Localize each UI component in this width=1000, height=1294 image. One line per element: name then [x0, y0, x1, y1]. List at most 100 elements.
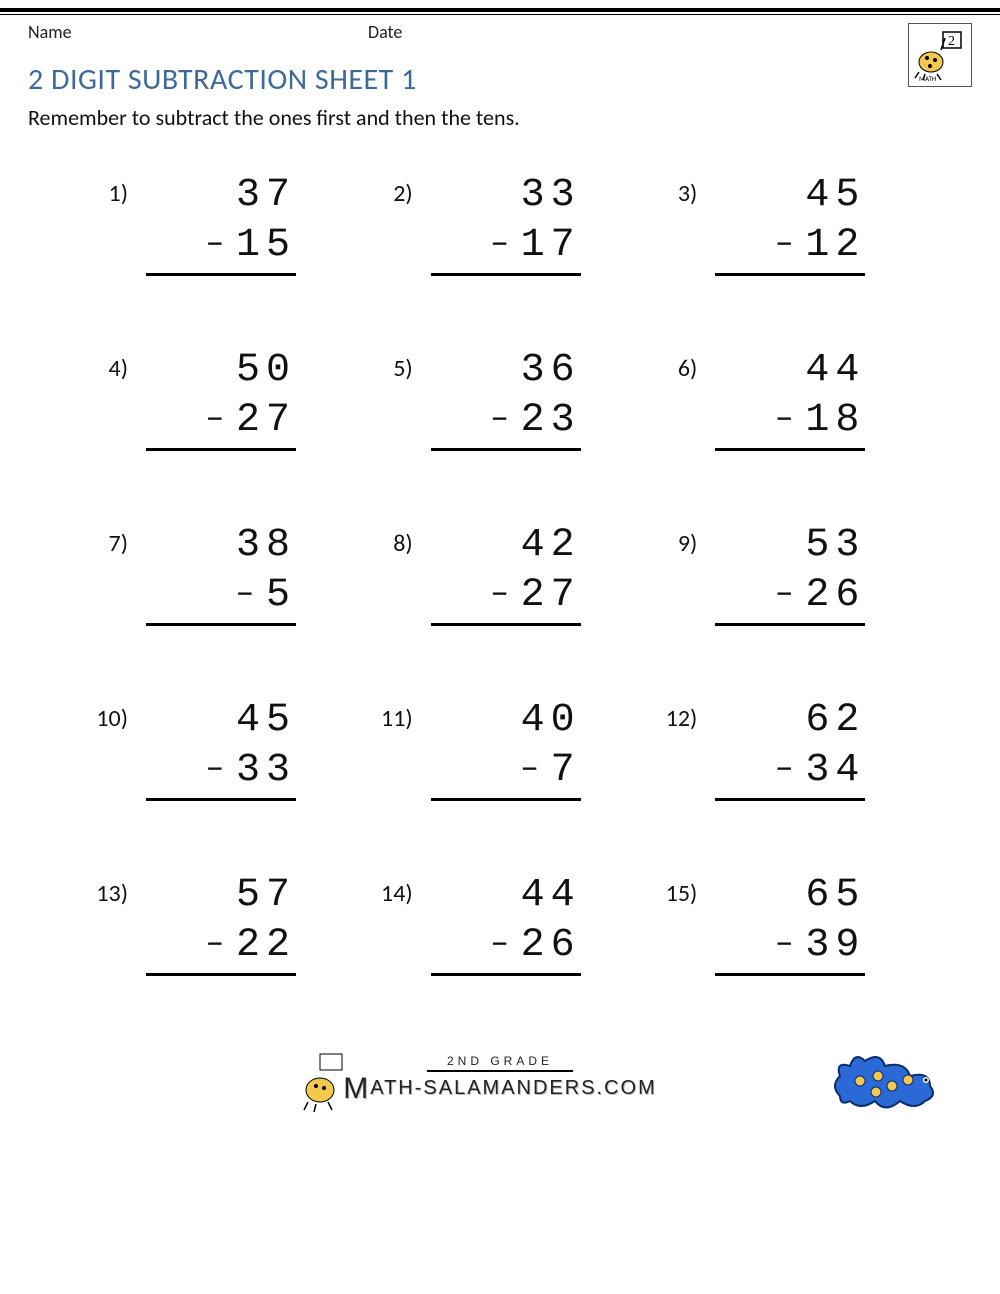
subtrahend: 33 [236, 746, 296, 796]
minuend: 45 [146, 696, 296, 746]
subtraction-problem: 4) 50−27 [88, 346, 363, 451]
problem-stack: 38−5 [146, 521, 296, 626]
problem-number: 11) [373, 696, 413, 733]
problem-number: 2) [373, 171, 413, 208]
subtraction-problem: 9) 53−26 [657, 521, 932, 626]
minus-sign: − [206, 921, 224, 966]
subtrahend-row: −39 [715, 921, 865, 971]
subtraction-problem: 11) 40−7 [373, 696, 648, 801]
answer-rule [715, 798, 865, 801]
problem-stack: 44−18 [715, 346, 865, 451]
answer-rule [146, 623, 296, 626]
subtrahend: 23 [521, 396, 581, 446]
answer-rule [146, 448, 296, 451]
subtrahend-row: −26 [715, 571, 865, 621]
problem-number: 14) [373, 871, 413, 908]
minuend: 44 [431, 871, 581, 921]
worksheet-title: 2 DIGIT SUBTRACTION SHEET 1 [28, 61, 972, 98]
problem-stack: 40−7 [431, 696, 581, 801]
name-label: Name [28, 21, 108, 43]
answer-rule [146, 973, 296, 976]
subtraction-problem: 7) 38−5 [88, 521, 363, 626]
header-fields: Name Date [28, 21, 972, 43]
minus-sign: − [206, 221, 224, 266]
subtrahend-row: −26 [431, 921, 581, 971]
minus-sign: − [491, 396, 509, 441]
svg-text:2: 2 [948, 34, 955, 49]
minuend: 57 [146, 871, 296, 921]
problem-stack: 62−34 [715, 696, 865, 801]
problem-stack: 45−12 [715, 171, 865, 276]
subtrahend: 27 [521, 571, 581, 621]
problem-stack: 50−27 [146, 346, 296, 451]
salamander-logo-icon: 2 MATH [913, 28, 967, 82]
minus-sign: − [775, 396, 793, 441]
subtrahend: 26 [521, 921, 581, 971]
subtrahend-row: −17 [431, 221, 581, 271]
page-top-rule [0, 8, 1000, 15]
footer-site-text: MATH-SALAMANDERS.COM [343, 1072, 657, 1106]
problem-number: 4) [88, 346, 128, 383]
problem-number: 3) [657, 171, 697, 208]
subtrahend-row: −33 [146, 746, 296, 796]
minus-sign: − [206, 746, 224, 791]
problem-number: 9) [657, 521, 697, 558]
minuend: 33 [431, 171, 581, 221]
subtraction-problem: 1)37−15 [88, 171, 363, 276]
subtrahend: 5 [266, 571, 296, 621]
problem-stack: 33−17 [431, 171, 581, 276]
answer-rule [431, 798, 581, 801]
subtrahend-row: −27 [431, 571, 581, 621]
minuend: 50 [146, 346, 296, 396]
answer-rule [146, 798, 296, 801]
subtrahend: 27 [236, 396, 296, 446]
minus-sign: − [491, 571, 509, 616]
instruction-text: Remember to subtract the ones first and … [28, 104, 972, 131]
minus-sign: − [521, 746, 539, 791]
problems-grid: 1)37−152)33−173)45−124)50−275)36−236)44−… [28, 171, 972, 1016]
subtrahend-row: −12 [715, 221, 865, 271]
subtraction-problem: 3) 45−12 [657, 171, 932, 276]
problem-number: 13) [88, 871, 128, 908]
answer-rule [431, 623, 581, 626]
subtraction-problem: 12) 62−34 [657, 696, 932, 801]
answer-rule [146, 273, 296, 276]
answer-rule [715, 448, 865, 451]
minuend: 65 [715, 871, 865, 921]
footer-brand: 2ND GRADE MATH-SALAMANDERS.COM [343, 1052, 657, 1106]
minuend: 38 [146, 521, 296, 571]
minuend: 44 [715, 346, 865, 396]
subtrahend-row: −7 [431, 746, 581, 796]
subtrahend-row: −15 [146, 221, 296, 271]
subtrahend-row: −34 [715, 746, 865, 796]
brand-logo-box: 2 MATH [908, 23, 972, 87]
subtrahend: 34 [805, 746, 865, 796]
minuend: 45 [715, 171, 865, 221]
answer-rule [431, 273, 581, 276]
problem-stack: 37−15 [146, 171, 296, 276]
subtraction-problem: 10) 45−33 [88, 696, 363, 801]
problem-stack: 42−27 [431, 521, 581, 626]
minus-sign: − [206, 396, 224, 441]
problem-number: 10) [88, 696, 128, 733]
problem-stack: 53−26 [715, 521, 865, 626]
subtraction-problem: 2) 33−17 [373, 171, 648, 276]
problem-stack: 65−39 [715, 871, 865, 976]
answer-rule [715, 623, 865, 626]
subtraction-problem: 14) 44−26 [373, 871, 648, 976]
subtraction-problem: 15) 65−39 [657, 871, 932, 976]
subtrahend: 22 [236, 921, 296, 971]
subtrahend-row: −23 [431, 396, 581, 446]
problem-number: 12) [657, 696, 697, 733]
problem-stack: 44−26 [431, 871, 581, 976]
problem-number: 15) [657, 871, 697, 908]
footer-grade-text: 2ND GRADE [427, 1054, 573, 1072]
minus-sign: − [775, 921, 793, 966]
minus-sign: − [236, 571, 254, 616]
subtraction-problem: 5)36−23 [373, 346, 648, 451]
subtrahend: 39 [805, 921, 865, 971]
problem-number: 7) [88, 521, 128, 558]
minuend: 53 [715, 521, 865, 571]
lizard-icon [830, 1046, 940, 1116]
subtrahend: 17 [521, 221, 581, 271]
